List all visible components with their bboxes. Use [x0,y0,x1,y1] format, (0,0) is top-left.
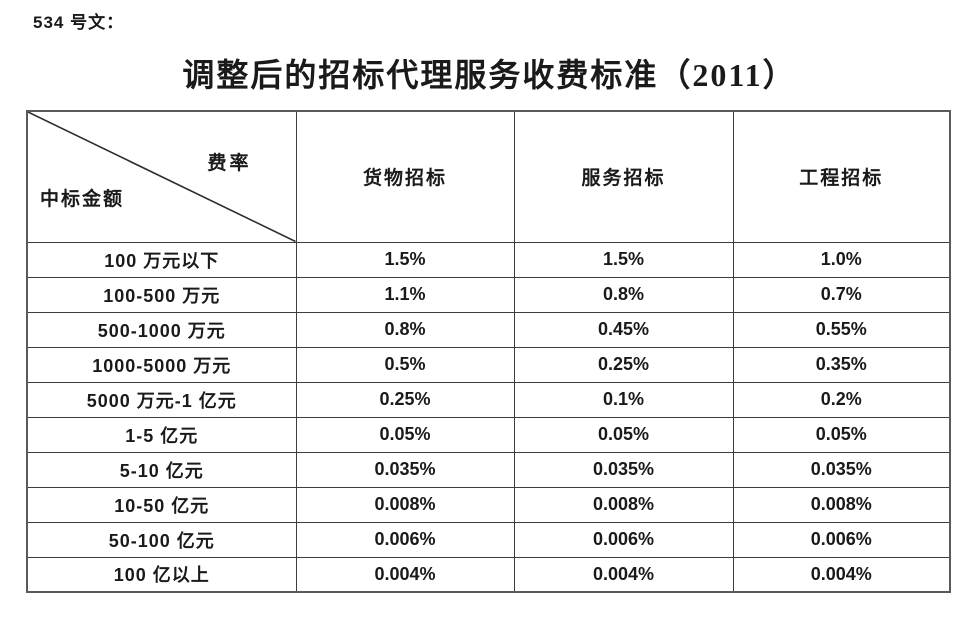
table-row: 100 亿以上 0.004% 0.004% 0.004% [26,556,951,593]
column-header-engineering: 工程招标 [732,110,951,243]
table-row: 1-5 亿元 0.05% 0.05% 0.05% [26,416,951,453]
value-cell: 0.25% [513,346,734,383]
page-title: 调整后的招标代理服务收费标准（2011） [182,57,797,93]
doc-number-label: 534 号文： [33,13,125,32]
row-label-cell: 1000-5000 万元 [26,346,297,383]
table-row: 50-100 亿元 0.006% 0.006% 0.006% [26,521,951,558]
value-cell: 0.008% [513,486,734,523]
value-cell: 0.004% [513,556,734,593]
value-cell: 0.45% [513,311,734,348]
value-cell: 1.1% [295,276,515,313]
row-label-cell: 100-500 万元 [26,276,297,313]
value-cell: 0.35% [732,346,951,383]
table-row: 500-1000 万元 0.8% 0.45% 0.55% [26,311,951,348]
value-cell: 1.0% [732,241,951,278]
table-row: 100-500 万元 1.1% 0.8% 0.7% [26,276,951,313]
table-row: 5-10 亿元 0.035% 0.035% 0.035% [26,451,951,488]
column-header-services: 服务招标 [513,110,734,243]
table-header-row: 费率 中标金额 货物招标 服务招标 工程招标 [26,110,951,243]
value-cell: 0.035% [732,451,951,488]
value-cell: 0.1% [513,381,734,418]
diagonal-divider [28,112,296,242]
row-label-cell: 500-1000 万元 [26,311,297,348]
table-row: 10-50 亿元 0.008% 0.008% 0.008% [26,486,951,523]
value-cell: 1.5% [295,241,515,278]
value-cell: 0.035% [295,451,515,488]
fee-rate-table: 费率 中标金额 货物招标 服务招标 工程招标 100 万元以下 1.5% 1.5… [26,110,951,593]
table-row: 100 万元以下 1.5% 1.5% 1.0% [26,241,951,278]
value-cell: 0.7% [732,276,951,313]
row-label-cell: 100 万元以下 [26,241,297,278]
row-label-cell: 50-100 亿元 [26,521,297,558]
value-cell: 0.008% [732,486,951,523]
row-label-cell: 10-50 亿元 [26,486,297,523]
value-cell: 0.8% [295,311,515,348]
value-cell: 0.008% [295,486,515,523]
corner-fee-rate-label: 费率 [207,153,252,174]
corner-header-cell: 费率 中标金额 [26,110,297,243]
value-cell: 0.004% [295,556,515,593]
column-header-goods: 货物招标 [295,110,515,243]
table-row: 5000 万元-1 亿元 0.25% 0.1% 0.2% [26,381,951,418]
value-cell: 0.05% [295,416,515,453]
value-cell: 0.004% [732,556,951,593]
table-row: 1000-5000 万元 0.5% 0.25% 0.35% [26,346,951,383]
value-cell: 0.05% [732,416,951,453]
value-cell: 0.035% [513,451,734,488]
row-label-cell: 100 亿以上 [26,556,297,593]
value-cell: 0.006% [295,521,515,558]
value-cell: 0.2% [732,381,951,418]
corner-bid-amount-label: 中标金额 [40,189,125,210]
row-label-cell: 5000 万元-1 亿元 [26,381,297,418]
value-cell: 0.5% [295,346,515,383]
value-cell: 0.006% [732,521,951,558]
row-label-cell: 5-10 亿元 [26,451,297,488]
value-cell: 0.55% [732,311,951,348]
value-cell: 0.8% [513,276,734,313]
value-cell: 0.05% [513,416,734,453]
value-cell: 1.5% [513,241,734,278]
value-cell: 0.25% [295,381,515,418]
row-label-cell: 1-5 亿元 [26,416,297,453]
value-cell: 0.006% [513,521,734,558]
